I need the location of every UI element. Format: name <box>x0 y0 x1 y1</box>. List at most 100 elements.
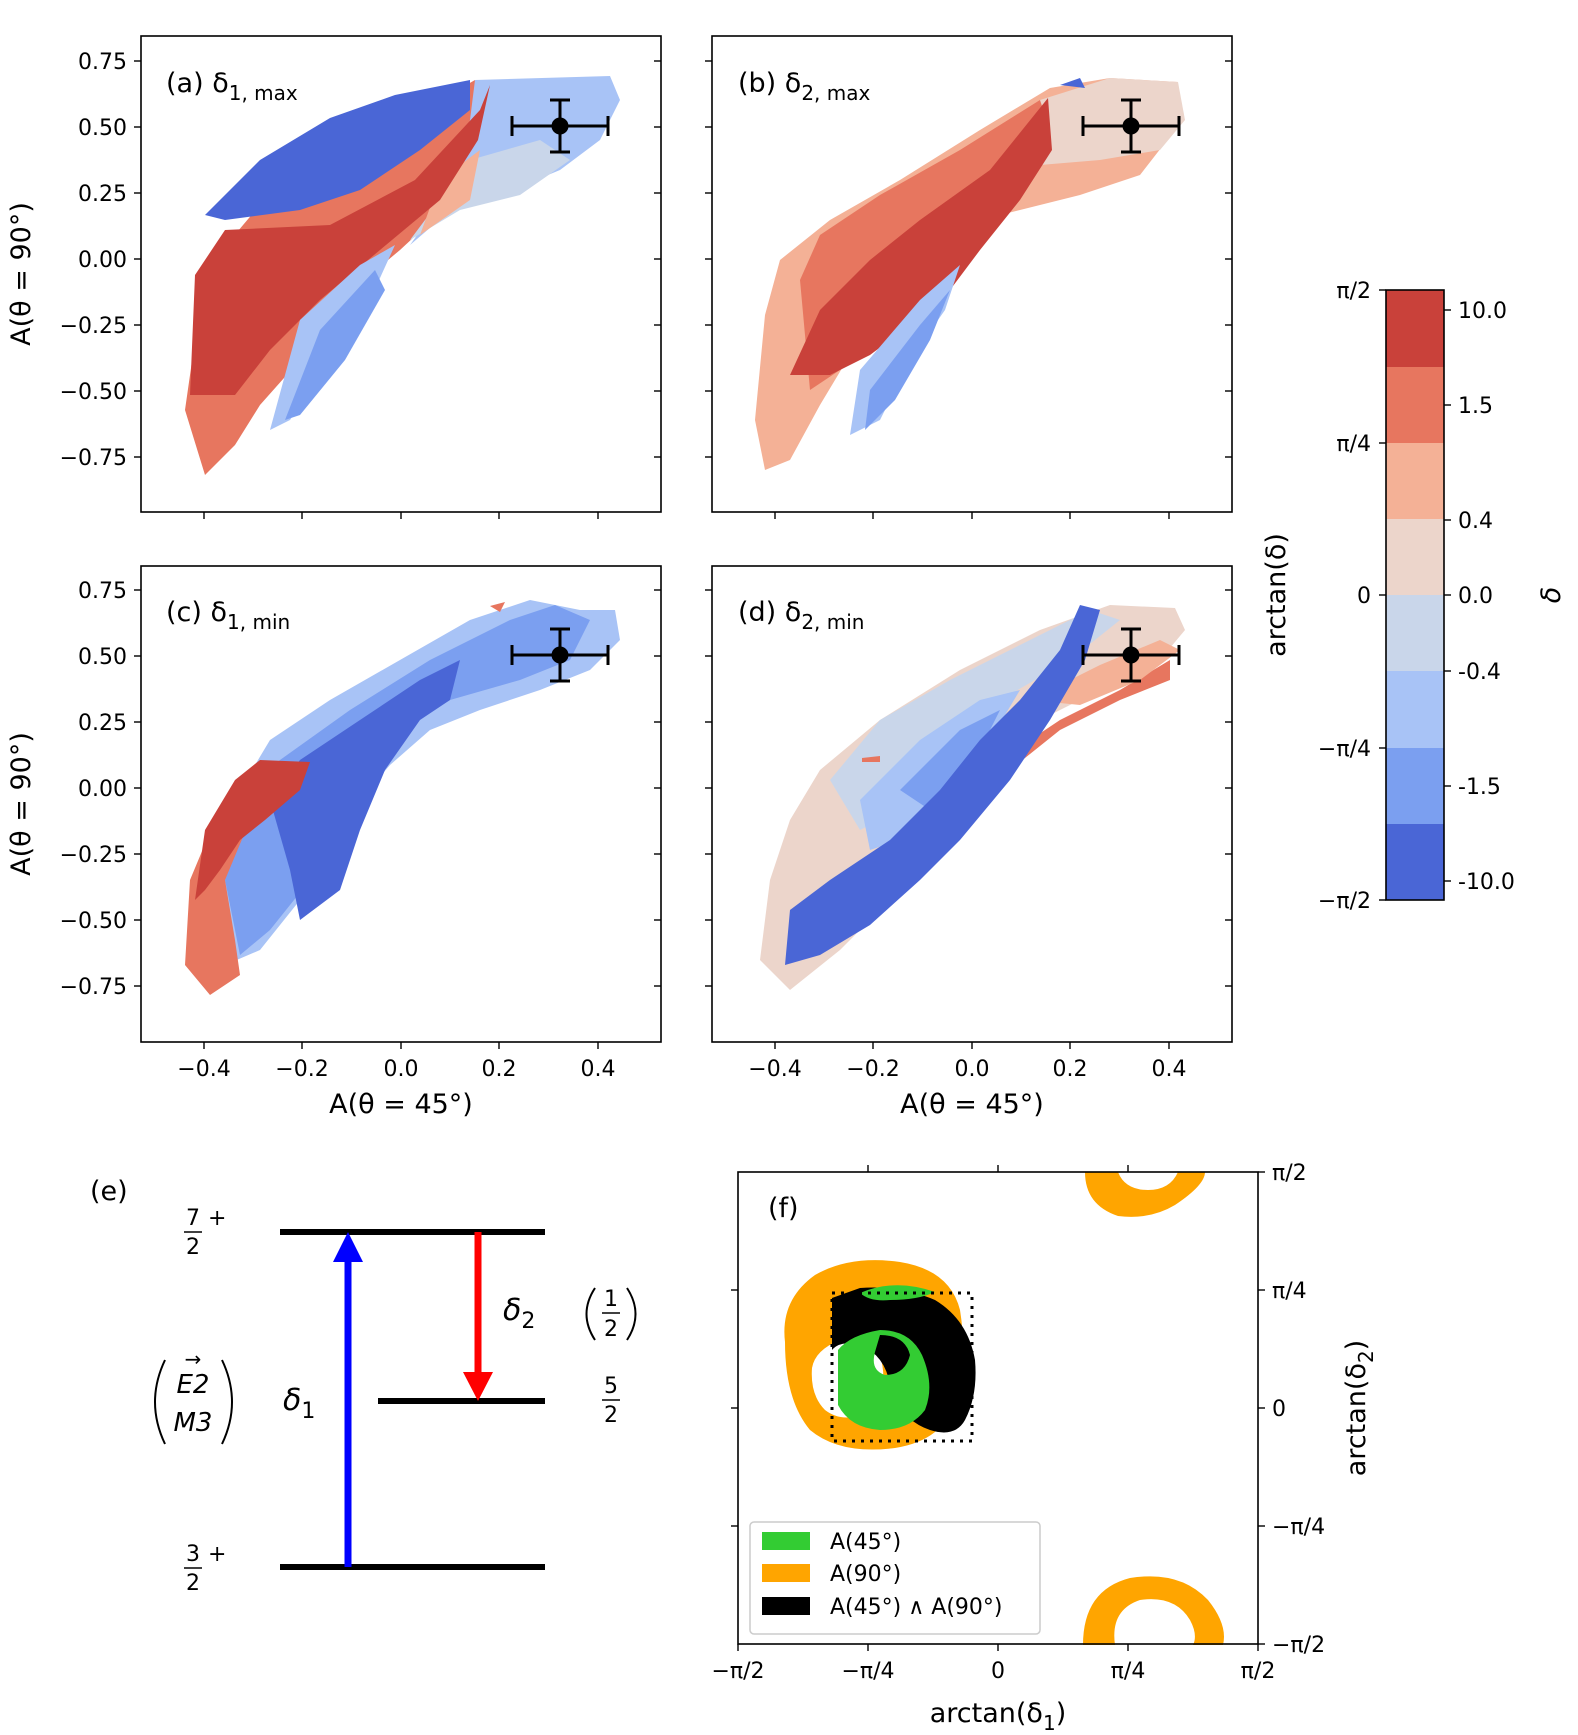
contours-d <box>760 605 1185 990</box>
cb-right-tick: -0.4 <box>1458 660 1501 685</box>
cb-right-tick: 1.5 <box>1458 394 1493 419</box>
cb-right-tick: -10.0 <box>1458 870 1515 895</box>
legend-label: A(45°) <box>830 1530 901 1555</box>
legend-swatch <box>762 1597 810 1615</box>
colorbar: π/2 π/4 0 −π/4 −π/2 10.0 1.5 0.4 0.0 -0.… <box>1261 279 1567 914</box>
ytick-label: −0.50 <box>60 909 127 934</box>
xtick-label: 0.4 <box>581 1057 616 1082</box>
colorbar-left-ticks: π/2 π/4 0 −π/4 −π/2 <box>1318 279 1386 914</box>
svg-text:E2: E2 <box>177 1370 210 1400</box>
ytick-label: π/2 <box>1272 1161 1307 1186</box>
colorbar-level <box>1386 443 1444 519</box>
level-label-5-2: 5 2 <box>602 1374 620 1428</box>
legend-swatch <box>762 1564 810 1582</box>
xlabel-f: arctan(δ1) <box>930 1698 1066 1735</box>
xtick-label: −0.4 <box>177 1057 230 1082</box>
yticks-c: 0.75 0.50 0.25 0.00 −0.25 −0.50 −0.75 <box>60 579 661 1000</box>
region-grey <box>1040 78 1185 165</box>
errorbar-d <box>1081 627 1181 683</box>
colorbar-level <box>1386 595 1444 671</box>
regions-f <box>784 1172 1224 1645</box>
region-red-top <box>490 602 505 612</box>
svg-text:M3: M3 <box>174 1408 213 1438</box>
errorbar-a <box>510 98 610 154</box>
spin-bracket-label: 1 2 <box>585 1287 637 1342</box>
region-grey-blue <box>410 140 570 240</box>
region-red <box>190 85 490 395</box>
ticks-d <box>705 589 1232 987</box>
data-point-d <box>1122 646 1140 664</box>
xtick-label: π/4 <box>1111 1659 1146 1684</box>
data-point-c <box>551 646 569 664</box>
contours-c <box>185 600 620 995</box>
panel-a: (a) δ1, max 0.75 0.50 0.25 0.00 −0.25 −0… <box>6 35 662 519</box>
xtick-label: −0.4 <box>748 1057 801 1082</box>
panel-label-a: (a) δ1, max <box>166 68 298 105</box>
region-blue-top <box>1060 78 1085 88</box>
cb-right-tick: 0.0 <box>1458 584 1493 609</box>
cb-left-tick: −π/2 <box>1318 889 1371 914</box>
errorbar-b <box>1081 98 1181 154</box>
cb-right-tick: -1.5 <box>1458 775 1501 800</box>
transition-label-delta1: δ1 <box>283 1383 315 1424</box>
svg-text:2: 2 <box>604 1403 618 1428</box>
xtick-label: 0.4 <box>1152 1057 1187 1082</box>
xtick-label: 0 <box>991 1659 1005 1684</box>
level-label-3-2: 3 2 + <box>184 1542 226 1596</box>
xlabel-c: A(θ = 45°) <box>329 1089 473 1120</box>
panel-label-c: (c) δ1, min <box>166 597 290 634</box>
panel-d: (d) δ2, min −0.4 −0.2 0.0 0.2 0.4 A(θ = … <box>705 565 1233 1120</box>
xticks-f: −π/2 −π/4 0 π/4 π/2 <box>711 1165 1275 1684</box>
xticks-d: −0.4 −0.2 0.0 0.2 0.4 <box>748 1042 1187 1082</box>
xtick-label: −0.2 <box>275 1057 328 1082</box>
ytick-label: −π/2 <box>1272 1633 1325 1658</box>
legend-label: A(90°) <box>830 1562 901 1587</box>
svg-text:1: 1 <box>604 1287 618 1312</box>
ytick-label: 0.00 <box>78 777 127 802</box>
svg-text:2: 2 <box>186 1235 200 1260</box>
data-point-b <box>1122 117 1140 135</box>
panel-label-d: (d) δ2, min <box>738 597 864 634</box>
arrowhead-delta2 <box>463 1372 493 1401</box>
svg-text:2: 2 <box>604 1317 618 1342</box>
legend-f: A(45°) A(90°) A(45°) ∧ A(90°) <box>749 1521 1041 1635</box>
region-red <box>790 98 1052 375</box>
panel-f: (f) A(45°) A(90°) A(45°) ∧ A(90°) −π/2 −… <box>711 1161 1378 1735</box>
xtick-label: −π/2 <box>711 1659 764 1684</box>
panel-label-b: (b) δ2, max <box>738 68 870 105</box>
colorbar-level <box>1386 290 1444 367</box>
colorbar-right-ticks: 10.0 1.5 0.4 0.0 -0.4 -1.5 -10.0 <box>1444 299 1515 895</box>
ytick-label: 0.25 <box>78 182 127 207</box>
cb-left-tick: −π/4 <box>1318 737 1371 762</box>
contours-b <box>755 78 1185 470</box>
ytick-label: −0.25 <box>60 314 127 339</box>
region-blue-b <box>865 290 950 430</box>
ytick-label: −0.50 <box>60 380 127 405</box>
errorbar-c <box>510 627 610 683</box>
cb-left-tick: π/2 <box>1336 279 1371 304</box>
multipolarity-label: E2 → M3 <box>154 1347 233 1445</box>
colorbar-level <box>1386 824 1444 900</box>
ytick-label: −0.75 <box>60 446 127 471</box>
xlabel-d: A(θ = 45°) <box>900 1089 1044 1120</box>
xtick-label: 0.0 <box>955 1057 990 1082</box>
region-red-dash <box>862 756 880 762</box>
legend-label: A(45°) ∧ A(90°) <box>830 1595 1003 1620</box>
arrowhead-delta1 <box>333 1232 363 1262</box>
ytick-label: 0.00 <box>78 248 127 273</box>
xtick-label: −π/4 <box>841 1659 894 1684</box>
transition-label-delta2: δ2 <box>503 1293 535 1334</box>
ytick-label: −π/4 <box>1272 1515 1325 1540</box>
level-label-7-2: 7 2 + <box>184 1206 226 1260</box>
region-red <box>195 760 310 900</box>
svg-text:3: 3 <box>186 1542 200 1567</box>
svg-text:2: 2 <box>186 1571 200 1596</box>
ticks-b <box>705 60 1232 519</box>
svg-text:7: 7 <box>186 1206 200 1231</box>
xticks-c: −0.4 −0.2 0.0 0.2 0.4 <box>177 1042 616 1082</box>
region-blue-deep <box>205 80 470 220</box>
yticks-a: 0.75 0.50 0.25 0.00 −0.25 −0.50 −0.75 <box>60 50 661 471</box>
region-blue-mid <box>900 710 1000 810</box>
ytick-label: 0.25 <box>78 711 127 736</box>
region-blue-deep <box>785 605 1100 965</box>
